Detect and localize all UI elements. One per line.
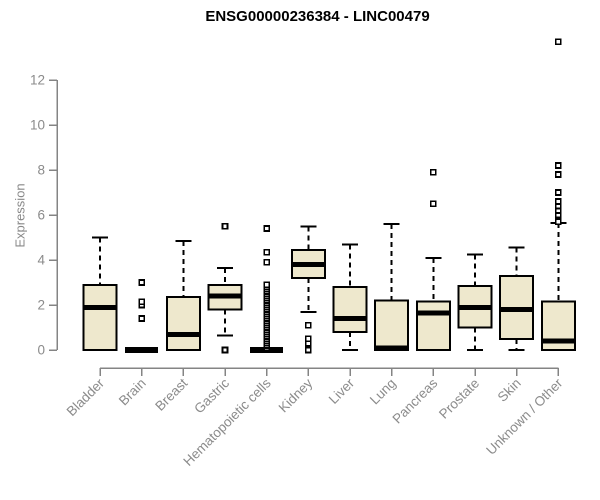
outlier-hematopoietic-cells-28 <box>263 281 270 289</box>
x-tick-label-bladder: Bladder <box>64 375 108 419</box>
y-tick-label-8: 8 <box>37 163 45 178</box>
y-tick-label-4: 4 <box>37 253 45 268</box>
chart-title: ENSG00000236384 - LINC00479 <box>205 8 430 25</box>
outlier-pancreas-0 <box>430 200 437 208</box>
outlier-kidney-3 <box>305 321 312 329</box>
outlier-pancreas-1 <box>430 168 437 176</box>
x-tick-label-lung: Lung <box>367 376 399 408</box>
x-tick-label-kidney: Kidney <box>276 375 316 415</box>
y-tick-label-2: 2 <box>37 298 45 313</box>
x-tick-label-liver: Liver <box>326 375 358 407</box>
y-tick-label-6: 6 <box>37 208 45 223</box>
x-tick-label-brain: Brain <box>116 376 149 409</box>
x-tick-label-gastric: Gastric <box>191 375 232 416</box>
y-tick-label-12: 12 <box>30 73 45 88</box>
box-lung <box>374 299 410 351</box>
outlier-unknown-other-4 <box>555 198 562 205</box>
outlier-unknown-other-7 <box>555 162 562 169</box>
outlier-unknown-other-8 <box>555 38 562 46</box>
x-tick-label-prostate: Prostate <box>436 376 482 422</box>
outlier-gastric-0 <box>221 346 229 354</box>
x-tick-label-skin: Skin <box>495 376 524 405</box>
outlier-unknown-other-6 <box>555 171 562 178</box>
x-tick-label-pancreas: Pancreas <box>390 375 441 426</box>
box-bladder <box>82 283 118 351</box>
box-breast <box>165 296 201 351</box>
x-tick-label-breast: Breast <box>152 375 190 413</box>
outlier-brain-0 <box>138 315 145 322</box>
box-liver <box>332 286 368 333</box>
outlier-hematopoietic-cells-30 <box>263 248 270 256</box>
outlier-brain-3 <box>138 279 145 286</box>
y-tick-label-10: 10 <box>30 118 45 133</box>
outlier-unknown-other-0 <box>555 218 562 226</box>
outlier-brain-2 <box>138 298 145 305</box>
outlier-unknown-other-5 <box>555 189 562 196</box>
outlier-hematopoietic-cells-31 <box>263 225 270 232</box>
x-tick-label-unknown-other: Unknown / Other <box>483 375 566 458</box>
y-tick-label-0: 0 <box>37 343 45 358</box>
outlier-hematopoietic-cells-29 <box>263 258 270 266</box>
outlier-gastric-1 <box>221 222 229 230</box>
box-pancreas <box>415 300 451 351</box>
outlier-kidney-2 <box>305 335 312 343</box>
outlier-kidney-0 <box>305 346 312 354</box>
